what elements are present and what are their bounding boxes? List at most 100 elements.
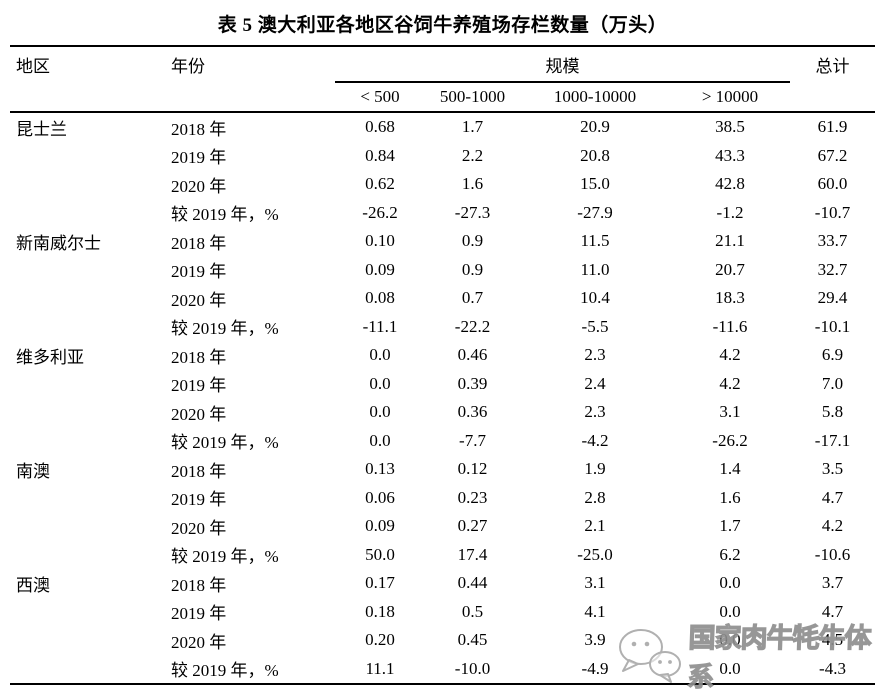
empty-header-cell: [10, 82, 165, 113]
value-cell: 4.5: [821, 630, 844, 650]
value-cell: 29.4: [817, 288, 848, 308]
value-cell: -4.2: [581, 430, 609, 450]
table-row: 2020 年 0.0 0.36 2.3 3.1 5.8: [10, 398, 875, 427]
value-cell: 20.9: [580, 117, 610, 137]
year-cell: 2019 年: [171, 490, 227, 510]
empty-header-cell: [790, 82, 875, 113]
value-cell: 0.7: [461, 288, 484, 308]
value-cell: 1.7: [719, 516, 741, 536]
value-cell: 20.8: [580, 145, 610, 165]
value-cell: -5.5: [581, 316, 609, 336]
table-row: 2019 年 0.18 0.5 4.1 0.0 4.7: [10, 598, 875, 627]
region-cell: [10, 313, 165, 342]
year-cell: 2019 年: [171, 148, 227, 168]
value-cell: -4.3: [819, 658, 846, 678]
value-cell: 0.44: [457, 573, 488, 593]
table-title: 表 5 澳大利亚各地区谷饲牛养殖场存栏数量（万头）: [217, 15, 668, 36]
col-header-region: 地区: [16, 57, 50, 76]
value-cell: 10.4: [580, 288, 610, 308]
table-row: 较 2019 年，% 0.0 -7.7 -4.2 -26.2 -17.1: [10, 427, 875, 456]
value-cell: 3.1: [719, 402, 741, 422]
year-cell: 较 2019 年，%: [171, 661, 279, 681]
value-cell: 0.0: [719, 573, 741, 593]
table-row: 较 2019 年，% 11.1 -10.0 -4.9 0.0 -4.3: [10, 655, 875, 685]
value-cell: 0.0: [369, 430, 391, 450]
year-cell: 2018 年: [171, 575, 227, 595]
year-cell: 2020 年: [171, 632, 227, 652]
value-cell: 0.0: [719, 658, 741, 678]
table-row: 西澳 2018 年 0.17 0.44 3.1 0.0 3.7: [10, 569, 875, 598]
value-cell: 0.0: [369, 402, 391, 422]
value-cell: 2.1: [584, 516, 606, 536]
value-cell: 0.23: [457, 487, 488, 507]
col-header-total: 总计: [815, 57, 850, 76]
value-cell: 32.7: [817, 259, 848, 279]
value-cell: 4.2: [821, 516, 844, 536]
value-cell: 0.27: [457, 516, 488, 536]
value-cell: 0.0: [719, 630, 741, 650]
value-cell: -11.1: [362, 316, 398, 336]
value-cell: -10.0: [454, 658, 491, 678]
table-row: 2019 年 0.0 0.39 2.4 4.2 7.0: [10, 370, 875, 399]
region-cell: [10, 199, 165, 228]
year-cell: 2019 年: [171, 262, 227, 282]
year-cell: 2018 年: [171, 233, 227, 253]
value-cell: 3.1: [584, 573, 606, 593]
value-cell: 4.7: [821, 487, 844, 507]
value-cell: 0.12: [457, 459, 488, 479]
value-cell: 6.9: [821, 345, 844, 365]
value-cell: 0.46: [457, 345, 488, 365]
year-cell: 2020 年: [171, 290, 227, 310]
value-cell: 0.68: [365, 117, 395, 137]
value-cell: 11.1: [365, 658, 395, 678]
value-cell: 42.8: [715, 174, 745, 194]
value-cell: -4.9: [581, 658, 609, 678]
value-cell: 3.9: [584, 630, 606, 650]
year-cell: 较 2019 年，%: [171, 433, 279, 453]
year-cell: 较 2019 年，%: [171, 319, 279, 339]
data-table: 地区 年份 规模 总计 < 500 500-1000 1000-10000 > …: [10, 45, 875, 685]
value-cell: 0.18: [365, 601, 395, 621]
value-cell: 61.9: [817, 117, 848, 137]
col-header-lt-500: < 500: [335, 82, 425, 113]
year-cell: 2018 年: [171, 461, 227, 481]
table-row: 南澳 2018 年 0.13 0.12 1.9 1.4 3.5: [10, 455, 875, 484]
region-cell: 维多利亚: [16, 347, 84, 367]
col-header-1000-10000: 1000-10000: [520, 82, 670, 113]
value-cell: 4.1: [584, 601, 606, 621]
value-cell: 21.1: [715, 231, 745, 251]
region-cell: [10, 626, 165, 655]
value-cell: 0.84: [365, 145, 395, 165]
col-header-year: 年份: [171, 57, 205, 76]
region-cell: [10, 284, 165, 313]
year-cell: 2018 年: [171, 119, 227, 139]
value-cell: 0.39: [457, 373, 488, 393]
table-row: 昆士兰 2018 年 0.68 1.7 20.9 38.5 61.9: [10, 112, 875, 142]
value-cell: 15.0: [580, 174, 610, 194]
table-row: 2019 年 0.09 0.9 11.0 20.7 32.7: [10, 256, 875, 285]
empty-header-cell: [165, 82, 335, 113]
value-cell: 0.9: [461, 259, 484, 279]
value-cell: 50.0: [365, 544, 395, 564]
value-cell: 7.0: [821, 373, 844, 393]
value-cell: -25.0: [577, 544, 613, 564]
table-row: 2020 年 0.08 0.7 10.4 18.3 29.4: [10, 284, 875, 313]
value-cell: -7.7: [459, 430, 486, 450]
value-cell: -17.1: [814, 430, 851, 450]
table-row: 2019 年 0.84 2.2 20.8 43.3 67.2: [10, 142, 875, 171]
value-cell: -26.2: [362, 202, 398, 222]
value-cell: 0.0: [719, 601, 741, 621]
value-cell: 3.7: [821, 573, 844, 593]
value-cell: -27.9: [577, 202, 613, 222]
year-cell: 2019 年: [171, 604, 227, 624]
region-cell: [10, 484, 165, 513]
value-cell: 0.36: [457, 402, 488, 422]
value-cell: 2.3: [584, 402, 606, 422]
value-cell: 38.5: [715, 117, 745, 137]
value-cell: 11.0: [580, 259, 610, 279]
region-cell: 西澳: [16, 575, 50, 595]
table-row: 新南威尔士 2018 年 0.10 0.9 11.5 21.1 33.7: [10, 227, 875, 256]
value-cell: 1.4: [719, 459, 741, 479]
year-cell: 2020 年: [171, 404, 227, 424]
value-cell: 0.45: [457, 630, 488, 650]
